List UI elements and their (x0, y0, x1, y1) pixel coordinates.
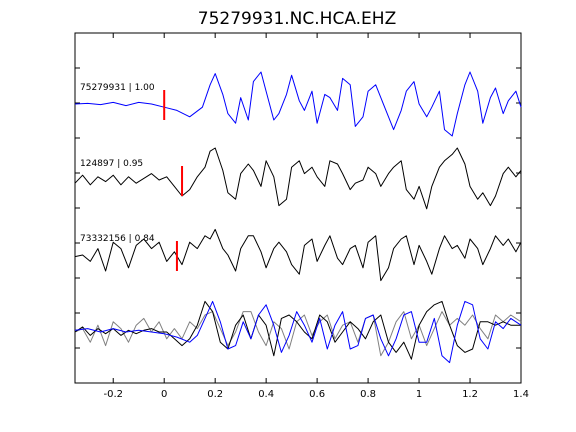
x-tick-label: 0.4 (258, 389, 274, 400)
trace-1-waveform (74, 71, 522, 137)
x-tick-label: 0.8 (360, 389, 376, 400)
overlay-series-3 (74, 300, 522, 364)
x-axis-ticks: -0.2 0 0.2 0.4 0.6 0.8 1 1.2 1.4 (103, 33, 529, 400)
x-tick-label: 1.4 (513, 389, 529, 400)
overlay-series-2 (74, 300, 521, 360)
overlay-waveforms (74, 300, 522, 364)
trace-3-waveform (74, 228, 522, 282)
chart-title: 75279931.NC.HCA.EHZ (198, 9, 396, 29)
x-tick-label: 0.6 (309, 389, 325, 400)
trace-2-label: 124897 | 0.95 (80, 159, 143, 169)
waveform-traces: 75279931 | 1.00 124897 | 0.95 73332156 | 0… (74, 71, 522, 282)
trace-3-label: 73332156 | 0.84 (80, 234, 155, 244)
y-tick-marks (75, 32, 521, 384)
x-tick-label: -0.2 (103, 389, 123, 400)
x-tick-label: 1 (416, 389, 422, 400)
x-tick-label: 1.2 (462, 389, 478, 400)
trace-2-waveform (74, 147, 522, 210)
x-tick-label: 0.2 (207, 389, 223, 400)
trace-1-label: 75279931 | 1.00 (80, 83, 155, 93)
x-tick-label: 0 (161, 389, 167, 400)
